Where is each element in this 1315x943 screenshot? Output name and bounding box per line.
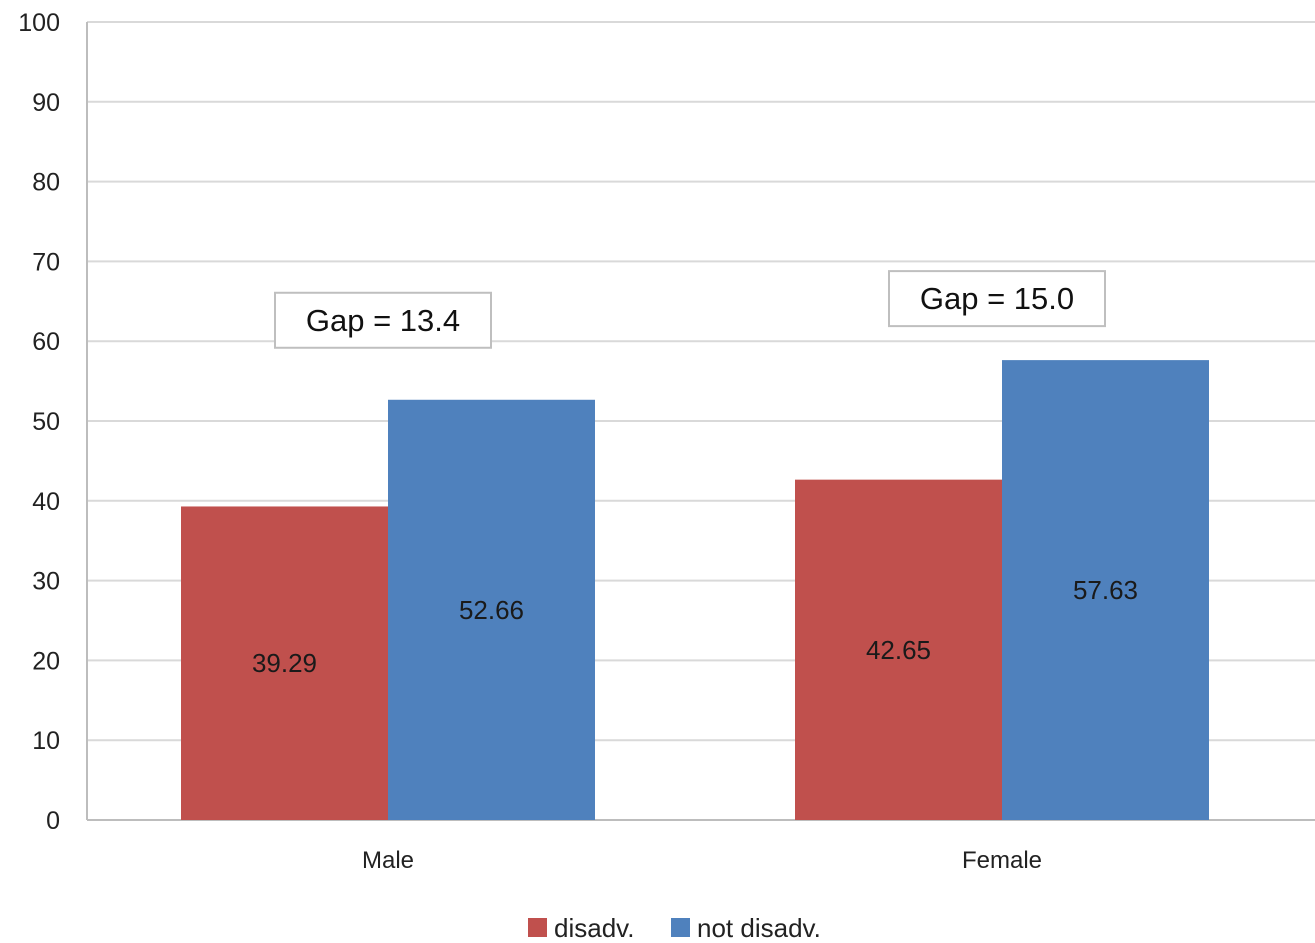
legend-swatch <box>671 918 690 937</box>
data-labels: 39.29 52.66 42.65 57.63 <box>252 575 1138 678</box>
gap-annotation-box <box>274 291 492 349</box>
x-category-label: Male <box>362 847 414 874</box>
data-label: 57.63 <box>1073 575 1138 605</box>
x-axis-categories: Male Female <box>362 847 1042 874</box>
data-label: 52.66 <box>459 595 524 625</box>
y-tick-label: 90 <box>32 89 60 117</box>
legend-label: disadv. <box>554 913 634 943</box>
bar-disadv-female <box>795 479 1002 820</box>
gap-annotations: Gap = 13.4 Gap = 15.0 <box>274 270 1106 349</box>
y-tick-label: 10 <box>32 727 60 755</box>
legend-label: not disadv. <box>697 913 821 943</box>
bar-not-disadv-female <box>1002 360 1209 820</box>
y-tick-label: 50 <box>32 408 60 436</box>
legend-swatch <box>528 918 547 937</box>
y-tick-label: 100 <box>18 9 60 37</box>
y-tick-label: 40 <box>32 488 60 516</box>
bars <box>181 360 1209 820</box>
bar-not-disadv-male <box>388 399 595 820</box>
y-tick-label: 0 <box>46 807 60 835</box>
y-axis-ticks: 0 10 20 30 40 50 60 70 80 90 100 <box>18 9 60 835</box>
y-tick-label: 70 <box>32 248 60 276</box>
y-tick-label: 80 <box>32 169 60 197</box>
y-tick-label: 30 <box>32 568 60 596</box>
gap-annotation-box <box>888 270 1106 328</box>
legend: disadv. not disadv. <box>528 913 821 943</box>
x-category-label: Female <box>962 847 1042 874</box>
data-label: 39.29 <box>252 648 317 678</box>
y-tick-label: 60 <box>32 328 60 356</box>
gap-annotation-text: Gap = 13.4 <box>306 303 460 338</box>
bar-disadv-male <box>181 506 388 820</box>
y-tick-label: 20 <box>32 647 60 675</box>
data-label: 42.65 <box>866 635 931 665</box>
gap-annotation-text: Gap = 15.0 <box>920 281 1074 316</box>
